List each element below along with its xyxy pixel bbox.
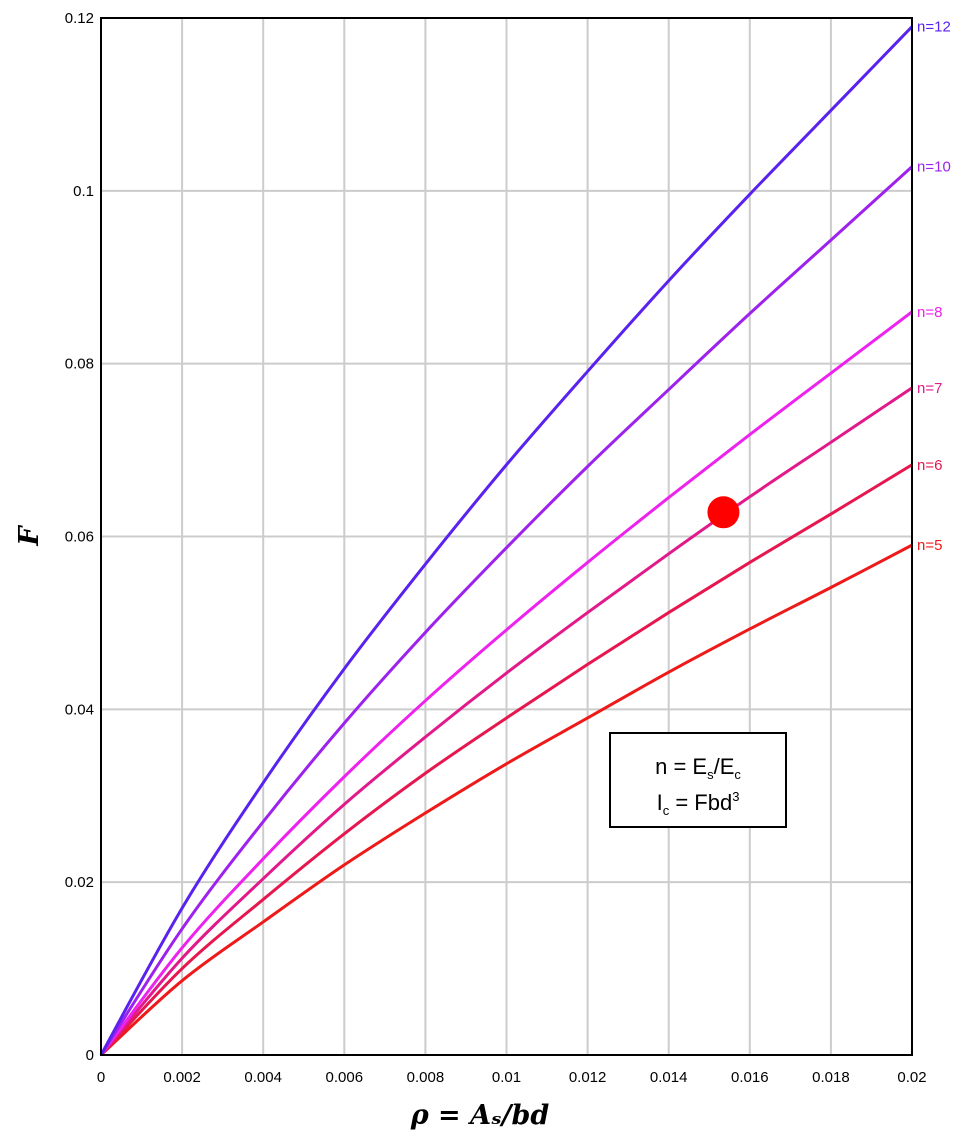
x-tick-labels: 0 0.002 0.004 0.006 0.008 0.01 0.012 0.014 0.016… — [97, 1069, 927, 1086]
x-tick-label: 0.01 — [492, 1069, 521, 1086]
x-tick-label: 0.004 — [244, 1069, 282, 1086]
x-tick-label: 0.02 — [897, 1069, 926, 1086]
x-tick-label: 0.016 — [731, 1069, 769, 1086]
series-line-n-7 — [99, 386, 913, 1056]
plot-frame — [100, 17, 913, 1056]
y-axis-title: F — [14, 525, 45, 547]
x-tick-label: 0 — [97, 1069, 105, 1086]
legend-frame — [609, 732, 787, 828]
legend-line-1: n = Es/Ec — [655, 754, 741, 782]
series-line-n-5 — [99, 543, 913, 1057]
series-label-n-6: n=6 — [917, 457, 942, 474]
x-tick-label: 0.012 — [569, 1069, 607, 1086]
x-tick-label: 0.008 — [407, 1069, 445, 1086]
series-label-n-5: n=5 — [917, 537, 942, 554]
series-line-n-6 — [99, 463, 913, 1057]
series-label-n-7: n=7 — [917, 380, 942, 397]
series-line-n-10 — [99, 165, 914, 1056]
legend-box: n = Es/Ec Ic = Fbd3 — [609, 732, 787, 828]
y-tick-label: 0.04 — [65, 701, 94, 718]
series-line-n-8 — [99, 310, 913, 1056]
x-tick-label: 0.006 — [326, 1069, 364, 1086]
x-axis-title: ρ = Aₛ/bd — [410, 1100, 550, 1131]
legend-line-2: Ic = Fbd3 — [657, 789, 740, 818]
y-tick-label: 0.08 — [65, 356, 94, 373]
y-tick-label: 0.12 — [65, 10, 94, 27]
x-tick-label: 0.014 — [650, 1069, 688, 1086]
series-label-n-10: n=10 — [917, 159, 951, 176]
data-series — [99, 25, 914, 1057]
y-tick-label: 0.06 — [65, 529, 94, 546]
x-tick-label: 0.018 — [812, 1069, 850, 1086]
y-tick-label: 0 — [86, 1047, 94, 1064]
y-tick-label: 0.1 — [73, 183, 94, 200]
y-tick-labels: 0 0.02 0.04 0.06 0.08 0.1 0.12 — [65, 10, 94, 1064]
series-line-n-12 — [99, 25, 914, 1056]
series-labels: n=5 n=6 n=7 n=8 n=10 n=12 — [917, 19, 951, 554]
x-tick-label: 0.002 — [163, 1069, 201, 1086]
highlight-point — [707, 496, 740, 529]
series-label-n-12: n=12 — [917, 19, 951, 36]
series-label-n-8: n=8 — [917, 304, 942, 321]
y-tick-label: 0.02 — [65, 874, 94, 891]
